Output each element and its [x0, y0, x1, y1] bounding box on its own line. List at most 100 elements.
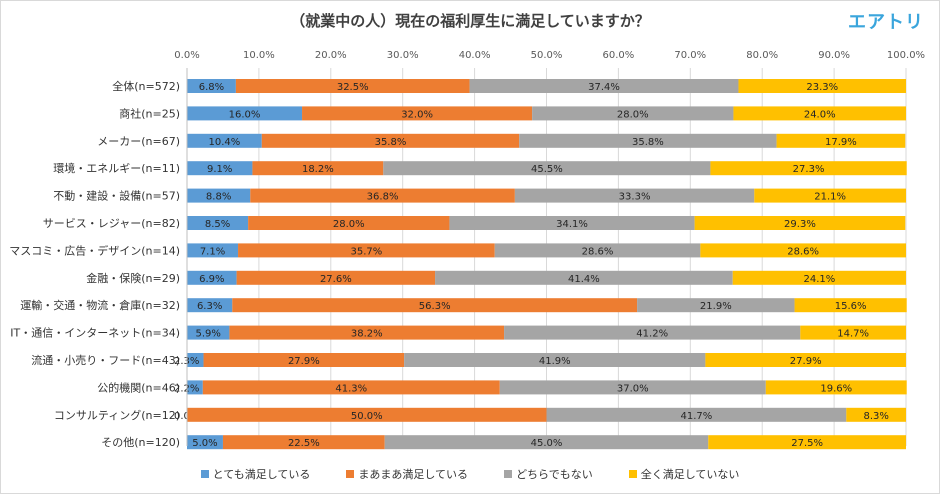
bar-segment	[710, 161, 907, 176]
bar-segment	[754, 188, 906, 203]
bar-segment	[187, 161, 253, 176]
data-label: 41.3%	[335, 383, 367, 394]
data-label: 28.6%	[787, 246, 819, 257]
bar-segment	[514, 188, 755, 203]
data-label: 16.0%	[229, 109, 261, 120]
category-label: 運輸・交通・物流・倉庫(n=32)	[20, 298, 180, 312]
data-label: 21.1%	[814, 192, 846, 203]
bar-segment	[187, 435, 223, 450]
x-tick-label: 50.0%	[531, 50, 563, 61]
bar-segment	[187, 298, 233, 313]
bar-segment	[203, 353, 405, 367]
bar-segment	[187, 325, 230, 340]
bar-segment	[637, 298, 795, 313]
data-label: 41.2%	[636, 329, 668, 340]
data-label: 33.3%	[619, 192, 651, 203]
category-label: 商社(n=25)	[119, 106, 180, 120]
bar-segment	[229, 325, 505, 340]
legend-label: まあまあ満足している	[358, 468, 469, 481]
category-label: 不動・建設・設備(n=57)	[53, 189, 180, 203]
bar-segment	[187, 243, 239, 258]
bar-segment	[187, 380, 203, 395]
bar-segment	[252, 161, 384, 176]
data-label: 24.0%	[804, 109, 836, 120]
data-label: 17.9%	[825, 137, 857, 148]
data-label: 27.6%	[320, 274, 352, 285]
bar-segment	[236, 270, 436, 285]
data-label: 19.6%	[820, 383, 852, 394]
x-tick-label: 90.0%	[818, 50, 850, 61]
bar-segment	[705, 353, 906, 367]
category-label: 全体(n=572)	[112, 79, 180, 93]
bar-segment	[261, 133, 520, 148]
data-label: 6.9%	[199, 274, 224, 285]
bar-segment	[765, 380, 907, 395]
data-label: 29.3%	[784, 219, 816, 230]
category-label: メーカー(n=67)	[97, 135, 180, 148]
bar-segment	[250, 188, 515, 203]
x-tick-label: 20.0%	[315, 50, 347, 61]
legend-swatch	[628, 470, 637, 478]
bar-segment	[187, 133, 262, 148]
bar-segment	[700, 243, 906, 258]
x-tick-label: 40.0%	[459, 50, 491, 61]
category-label: 環境・エネルギー(n=11)	[53, 161, 180, 175]
category-label: 公的機関(n=46)	[97, 380, 180, 394]
bar-segment	[532, 106, 734, 121]
data-label: 8.8%	[206, 192, 231, 203]
bar-segment	[469, 79, 739, 93]
bar-segment	[776, 133, 906, 148]
legend-swatch	[200, 470, 209, 478]
legend-item: まあまあ満足している	[346, 466, 468, 482]
data-label: 45.0%	[531, 438, 563, 449]
bar-segment	[846, 407, 906, 422]
data-label: 27.3%	[793, 164, 825, 175]
data-label: 23.3%	[806, 82, 838, 93]
data-label: 28.6%	[582, 246, 614, 257]
data-label: 45.5%	[531, 164, 563, 175]
data-label: 35.8%	[375, 137, 407, 148]
data-label: 38.2%	[351, 329, 383, 340]
data-label: 14.7%	[837, 329, 869, 340]
data-label: 36.8%	[367, 192, 399, 203]
data-label: 5.9%	[196, 329, 221, 340]
x-tick-label: 100.0%	[887, 50, 925, 61]
x-tick-label: 60.0%	[603, 50, 635, 61]
category-label: 金融・保険(n=29)	[86, 271, 180, 285]
bar-segment	[738, 79, 906, 93]
legend: とても満足している まあまあ満足している どちらでもない 全く満足していない	[0, 466, 940, 482]
data-label: 10.4%	[208, 137, 240, 148]
legend-swatch	[346, 470, 355, 478]
data-label: 27.5%	[791, 438, 823, 449]
data-label: 15.6%	[835, 301, 867, 312]
brand-logo: エアトリ	[848, 12, 924, 33]
bar-segment	[187, 353, 204, 367]
chart-title: （就業中の人）現在の福利厚生に満足していますか？	[290, 12, 650, 30]
bar-segment	[794, 298, 907, 313]
data-label: 8.5%	[205, 219, 230, 230]
legend-item: 全く満足していない	[628, 466, 739, 482]
bar-segment	[187, 106, 303, 121]
data-label: 37.0%	[617, 383, 649, 394]
x-tick-label: 70.0%	[674, 50, 706, 61]
bar-segment	[546, 407, 847, 422]
category-label: マスコミ・広告・デザイン(n=14)	[9, 243, 180, 257]
legend-swatch	[504, 470, 513, 478]
bar-segment	[404, 353, 706, 367]
x-tick-label: 80.0%	[746, 50, 778, 61]
category-label: IT・通信・インターネット(n=34)	[10, 327, 180, 340]
bar-segment	[694, 216, 906, 230]
bar-segment	[519, 133, 777, 148]
data-label: 56.3%	[419, 301, 451, 312]
bar-segment	[732, 270, 906, 285]
bar-segment	[235, 79, 470, 93]
bar-segment	[733, 106, 906, 121]
x-tick-label: 10.0%	[243, 50, 275, 61]
category-label: サービス・レジャー(n=82)	[43, 217, 180, 230]
bar-segment	[187, 270, 237, 285]
data-label: 41.7%	[681, 411, 713, 422]
legend-label: とても満足している	[212, 468, 311, 481]
bar-segment	[222, 435, 385, 450]
bar-segment	[499, 380, 766, 395]
